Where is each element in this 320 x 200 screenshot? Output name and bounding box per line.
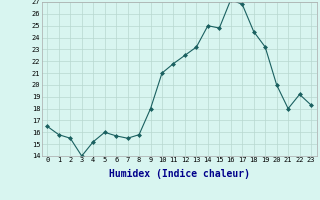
- X-axis label: Humidex (Indice chaleur): Humidex (Indice chaleur): [109, 169, 250, 179]
